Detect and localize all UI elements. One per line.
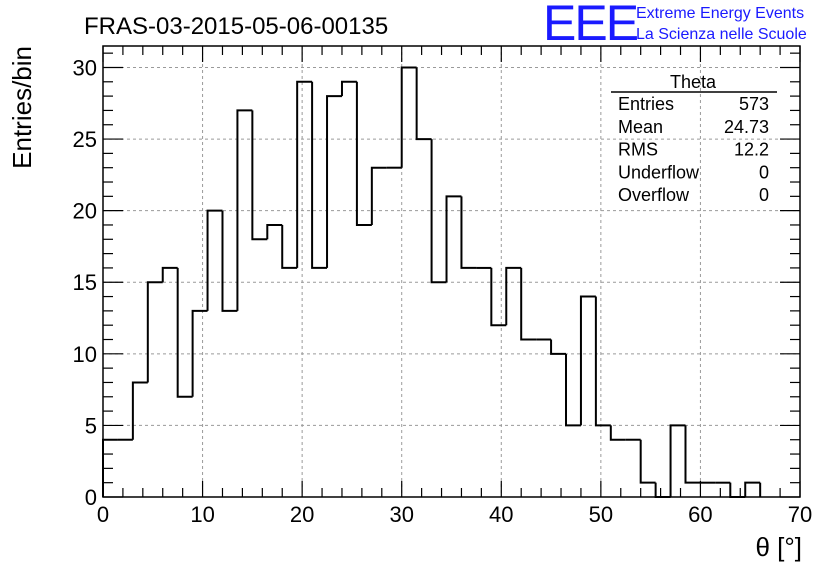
stats-row-label: Underflow bbox=[618, 162, 700, 182]
x-tick-label: 70 bbox=[788, 502, 812, 527]
x-tick-label: 60 bbox=[688, 502, 712, 527]
stats-row-label: Entries bbox=[618, 94, 674, 114]
histogram-bin bbox=[355, 81, 372, 226]
histogram-bin bbox=[370, 166, 387, 225]
x-tick-label: 0 bbox=[97, 502, 109, 527]
histogram-bin bbox=[191, 309, 208, 397]
histogram-bin bbox=[176, 267, 193, 398]
histogram-bin bbox=[430, 139, 447, 284]
x-tick-label: 10 bbox=[190, 502, 214, 527]
stats-row-value: 573 bbox=[739, 94, 769, 114]
y-tick-labels: 0 5 10 15 20 25 30 bbox=[73, 55, 97, 510]
histogram-bin bbox=[505, 266, 522, 326]
x-tick-label: 30 bbox=[389, 502, 413, 527]
y-tick-label: 5 bbox=[85, 413, 97, 438]
histogram-bin bbox=[684, 425, 701, 484]
histogram-bin bbox=[131, 381, 148, 440]
stats-row-label: RMS bbox=[618, 140, 658, 160]
stats-rows: Entries 573 Mean 24.73 RMS 12.2 Underflow 0 Over… bbox=[618, 94, 769, 205]
histogram-bin bbox=[520, 267, 537, 341]
histogram-bin bbox=[415, 67, 432, 141]
eee-logo-mark: EEE bbox=[543, 0, 638, 51]
histogram-bin bbox=[311, 81, 328, 269]
x-tick-label: 20 bbox=[290, 502, 314, 527]
y-tick-label: 0 bbox=[85, 485, 97, 510]
histogram-bin bbox=[550, 339, 567, 355]
histogram-bin bbox=[161, 266, 178, 283]
x-tick-labels: 0 10 20 30 40 50 60 70 bbox=[97, 502, 812, 527]
histogram-bin bbox=[579, 295, 596, 426]
stats-title: Theta bbox=[670, 72, 717, 92]
x-tick-label: 50 bbox=[589, 502, 613, 527]
histogram-bin bbox=[206, 209, 223, 311]
histogram-bin bbox=[460, 196, 477, 269]
histogram-bin bbox=[669, 424, 686, 497]
eee-logo: EEE Extreme Energy Events La Scienza nel… bbox=[543, 0, 807, 51]
x-tick-label: 40 bbox=[489, 502, 513, 527]
histogram-bin bbox=[296, 80, 313, 268]
histogram-bin bbox=[729, 482, 746, 498]
stats-row-value: 0 bbox=[759, 185, 769, 205]
y-tick-label: 10 bbox=[73, 342, 97, 367]
histogram-bin bbox=[326, 95, 342, 268]
y-tick-label: 15 bbox=[73, 270, 97, 295]
histogram-bin bbox=[400, 66, 417, 168]
y-axis-label: Entries/bin bbox=[7, 46, 37, 169]
histogram-bin bbox=[251, 110, 268, 241]
eee-logo-line2: La Scienza nelle Scuole bbox=[636, 26, 807, 43]
histogram-bin bbox=[744, 481, 761, 497]
histogram-bin bbox=[445, 195, 462, 283]
histogram-bin bbox=[266, 223, 283, 240]
histogram-bin bbox=[221, 210, 238, 312]
stats-row-value: 0 bbox=[759, 162, 769, 182]
histogram-bin bbox=[490, 267, 507, 327]
histogram-bin bbox=[639, 439, 656, 484]
histogram-bin bbox=[565, 353, 581, 427]
histogram-bin bbox=[609, 425, 626, 441]
stats-row-value: 12.2 bbox=[734, 140, 769, 160]
eee-logo-line1: Extreme Energy Events bbox=[636, 5, 804, 22]
histogram-bin bbox=[146, 281, 163, 383]
stats-row-label: Overflow bbox=[618, 185, 690, 205]
y-tick-label: 25 bbox=[73, 127, 97, 152]
histogram-bin bbox=[340, 80, 357, 97]
chart-title: FRAS-03-2015-05-06-00135 bbox=[84, 13, 388, 40]
x-axis-label: θ [°] bbox=[755, 532, 802, 562]
y-tick-label: 30 bbox=[73, 55, 97, 80]
stats-row-label: Mean bbox=[618, 117, 663, 137]
stats-row-value: 24.73 bbox=[724, 117, 769, 137]
plot-frame bbox=[102, 45, 801, 498]
histogram-bin bbox=[236, 109, 253, 311]
histogram-bin bbox=[281, 224, 298, 269]
stats-box: Theta Entries 573 Mean 24.73 RMS 12.2 Underflo… bbox=[611, 72, 777, 205]
y-tick-label: 20 bbox=[73, 199, 97, 224]
histogram-bin bbox=[654, 482, 671, 498]
histogram-bin bbox=[594, 296, 611, 427]
